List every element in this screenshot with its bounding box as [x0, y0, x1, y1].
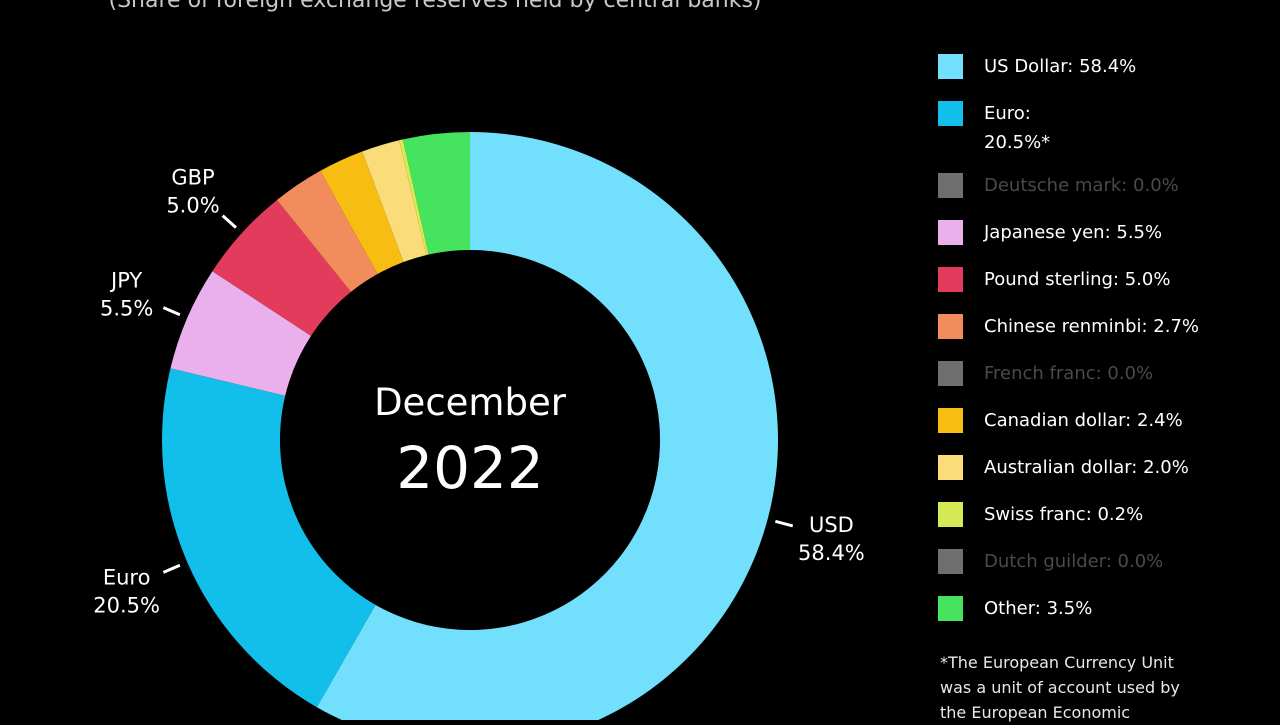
- legend-swatch: [938, 596, 963, 621]
- slice-other: [402, 132, 470, 255]
- legend-label: Chinese renminbi: 2.7%: [984, 316, 1200, 337]
- legend-swatch: [938, 314, 963, 339]
- legend-swatch: [938, 54, 963, 79]
- slice-japanese-yen: [170, 271, 312, 396]
- legend-label: Australian dollar: 2.0%: [984, 457, 1189, 478]
- slice-australian-dollar: [362, 140, 427, 263]
- slice-swiss-franc: [399, 139, 429, 256]
- legend-label: Japanese yen: 5.5%: [984, 222, 1163, 243]
- legend-item: Deutsche mark: 0.0%: [938, 171, 1268, 200]
- donut-chart: December 2022 USD 58.4% Euro 20.5% JPY 5.5% GBP 5…: [93, 132, 865, 720]
- legend-label: Euro: 20.5%*: [984, 103, 1051, 153]
- callout-tick-jpy: [162, 306, 181, 317]
- legend: US Dollar: 58.4% Euro: 20.5%* Deutsche mar…: [938, 52, 1268, 641]
- callout-value-usd: 58.4%: [798, 541, 865, 565]
- legend-swatch: [938, 549, 963, 574]
- legend-swatch: [938, 267, 963, 292]
- inner-ring: [280, 250, 660, 630]
- legend-swatch: [938, 408, 963, 433]
- legend-label: Swiss franc: 0.2%: [984, 504, 1144, 525]
- legend-item: Pound sterling: 5.0%: [938, 265, 1268, 294]
- legend-swatch: [938, 502, 963, 527]
- slice-pound-sterling: [212, 199, 351, 336]
- legend-swatch: [938, 173, 963, 198]
- slice-us-dollar: [316, 132, 778, 720]
- callout-value-gbp: 5.0%: [166, 194, 219, 218]
- legend-label: US Dollar: 58.4%: [984, 56, 1137, 77]
- legend-item: French franc: 0.0%: [938, 359, 1268, 388]
- legend-label: French franc: 0.0%: [984, 363, 1154, 384]
- legend-item: Chinese renminbi: 2.7%: [938, 312, 1268, 341]
- legend-label: Dutch guilder: 0.0%: [984, 551, 1164, 572]
- chart-subtitle: (Share of foreign exchange reserves held…: [108, 0, 762, 13]
- legend-swatch: [938, 361, 963, 386]
- center-year: 2022: [396, 434, 544, 502]
- callout-label-gbp: GBP: [171, 166, 214, 190]
- legend-item: Australian dollar: 2.0%: [938, 453, 1268, 482]
- legend-swatch: [938, 101, 963, 126]
- slice-euro: [161, 368, 376, 708]
- callout-label-usd: USD: [809, 513, 854, 537]
- callout-tick-euro: [162, 563, 181, 574]
- legend-item: Other: 3.5%: [938, 594, 1268, 623]
- legend-item: Swiss franc: 0.2%: [938, 500, 1268, 529]
- callout-label-jpy: JPY: [109, 269, 142, 293]
- legend-swatch: [938, 220, 963, 245]
- legend-swatch: [938, 455, 963, 480]
- callout-tick-gbp: [221, 214, 237, 229]
- legend-item: Canadian dollar: 2.4%: [938, 406, 1268, 435]
- callout-value-euro: 20.5%: [93, 593, 160, 617]
- donut-hole: [310, 280, 630, 600]
- legend-item: US Dollar: 58.4%: [938, 52, 1268, 81]
- legend-label: Pound sterling: 5.0%: [984, 269, 1171, 290]
- legend-label: Other: 3.5%: [984, 598, 1093, 619]
- legend-label: Deutsche mark: 0.0%: [984, 175, 1179, 196]
- legend-label: Canadian dollar: 2.4%: [984, 410, 1183, 431]
- slice-canadian-dollar: [320, 151, 404, 274]
- callout-value-jpy: 5.5%: [100, 297, 153, 321]
- legend-item: Japanese yen: 5.5%: [938, 218, 1268, 247]
- footnote: *The European Currency Unit was a unit o…: [940, 653, 1180, 722]
- legend-item: Dutch guilder: 0.0%: [938, 547, 1268, 576]
- legend-item: Euro: 20.5%*: [938, 99, 1268, 157]
- slice-chinese-renminbi: [276, 170, 378, 292]
- center-month: December: [374, 381, 567, 424]
- callout-label-euro: Euro: [103, 565, 151, 589]
- callout-tick-usd: [774, 519, 794, 528]
